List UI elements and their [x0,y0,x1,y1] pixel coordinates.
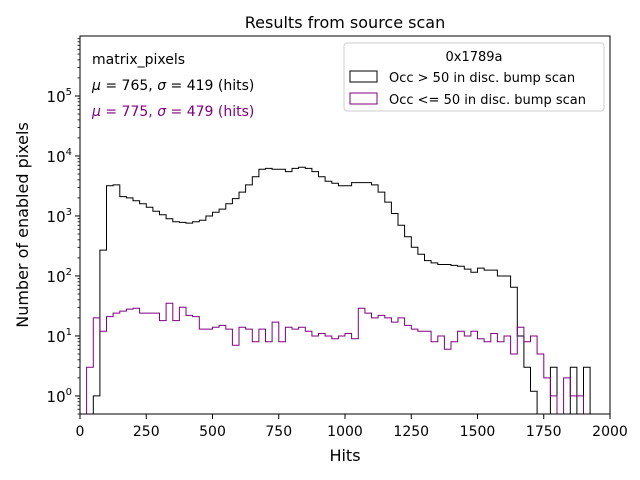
chart-title: Results from source scan [245,13,445,32]
x-tick-label: 750 [265,424,292,440]
x-tick-label: 1250 [393,424,429,440]
annotation-label: matrix_pixels [92,52,185,68]
x-tick-label: 1000 [327,424,363,440]
x-axis: 0 250 500 750 1000 1250 1500 1750 2000 [76,414,628,440]
legend-swatch-occ-gt-50 [349,70,378,83]
x-tick-label: 0 [76,424,85,440]
y-axis-label: Number of enabled pixels [13,122,32,328]
legend: 0x1789a Occ > 50 in disc. bump scan Occ … [343,42,605,112]
stats-line-purple: μ = 775, σ = 479 (hits) [91,104,254,120]
y-tick-label: 101 [47,327,72,346]
stats-line-black: μ = 765, σ = 419 (hits) [91,78,254,94]
y-tick-label: 105 [47,87,72,106]
x-tick-label: 2000 [592,424,628,440]
legend-title: 0x1789a [445,50,502,65]
x-axis-label: Hits [329,446,360,465]
annotation-block: matrix_pixels μ = 765, σ = 419 (hits) μ … [91,52,254,120]
y-axis: 100 101 102 103 104 105 [47,38,80,415]
legend-box [343,42,605,112]
legend-entry-occ-le-50: Occ <= 50 in disc. bump scan [389,93,586,108]
y-tick-label: 104 [47,147,72,166]
legend-entry-occ-gt-50: Occ > 50 in disc. bump scan [389,71,575,86]
x-tick-label: 1750 [526,424,562,440]
y-tick-label: 102 [47,267,72,286]
legend-swatch-occ-le-50 [349,92,378,105]
y-tick-label: 100 [47,387,72,406]
x-tick-label: 500 [199,424,226,440]
series-line-0 [86,166,591,414]
series-line-1 [86,302,584,414]
x-tick-label: 1500 [460,424,496,440]
y-tick-label: 103 [47,207,72,226]
x-tick-label: 250 [133,424,160,440]
series-layer [86,166,591,414]
